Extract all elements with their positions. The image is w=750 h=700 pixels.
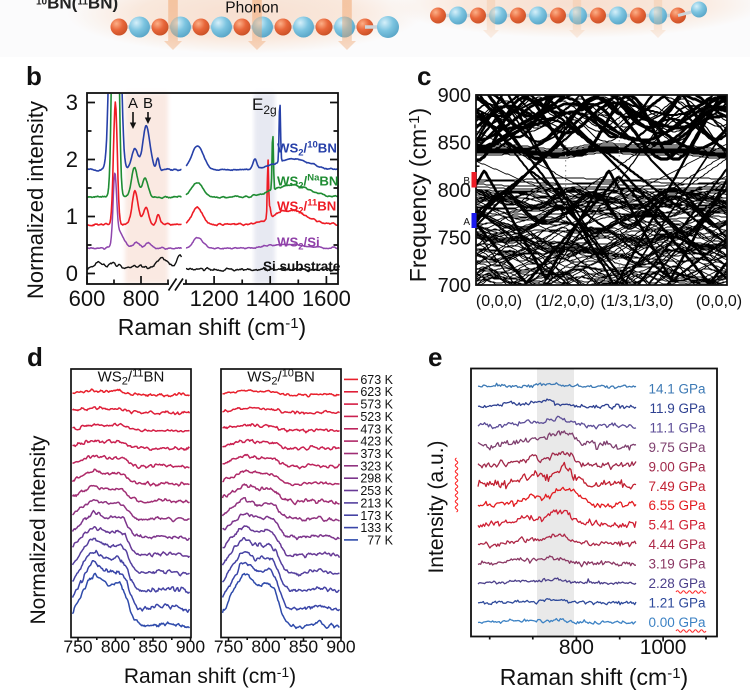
- svg-text:3.19 GPa: 3.19 GPa: [648, 557, 706, 572]
- svg-text:133 K: 133 K: [360, 521, 393, 535]
- svg-text:423 K: 423 K: [360, 435, 393, 449]
- svg-text:800: 800: [101, 637, 130, 657]
- svg-text:11.1 GPa: 11.1 GPa: [649, 420, 706, 435]
- svg-text:750: 750: [214, 637, 243, 657]
- svg-text:b: b: [26, 61, 42, 91]
- svg-text:Phonon: Phonon: [225, 0, 278, 17]
- svg-text:0: 0: [66, 261, 78, 286]
- svg-text:2: 2: [66, 147, 78, 172]
- svg-text:Raman shift (cm-1): Raman shift (cm-1): [500, 664, 688, 690]
- svg-text:WS2/11BN: WS2/11BN: [277, 198, 336, 217]
- svg-text:Raman shift (cm-1): Raman shift (cm-1): [124, 664, 296, 688]
- svg-text:11.9 GPa: 11.9 GPa: [649, 401, 706, 416]
- svg-text:623 K: 623 K: [360, 385, 393, 399]
- svg-text:Si substrate: Si substrate: [263, 259, 341, 274]
- svg-text:WS2/10BN: WS2/10BN: [277, 140, 337, 159]
- svg-text:10BN(11BN): 10BN(11BN): [36, 0, 118, 13]
- svg-text:750: 750: [63, 637, 92, 657]
- svg-text:WS2/11BN: WS2/11BN: [98, 368, 165, 388]
- svg-text:7.49 GPa: 7.49 GPa: [648, 479, 706, 494]
- svg-text:4.44 GPa: 4.44 GPa: [648, 537, 706, 552]
- svg-text:WS2/NaBN: WS2/NaBN: [277, 173, 338, 192]
- svg-text:e: e: [428, 342, 442, 372]
- svg-text:(1/3,1/3,0): (1/3,1/3,0): [601, 293, 674, 310]
- svg-text:850: 850: [138, 637, 167, 657]
- svg-text:c: c: [417, 61, 431, 91]
- svg-text:323 K: 323 K: [360, 459, 393, 473]
- svg-text:(1/2,0,0): (1/2,0,0): [535, 293, 595, 310]
- svg-text:9.00 GPa: 9.00 GPa: [648, 459, 706, 474]
- svg-text:B: B: [143, 95, 153, 112]
- svg-text:0.00 GPa: 0.00 GPa: [648, 615, 706, 630]
- svg-text:673 K: 673 K: [360, 373, 393, 387]
- svg-text:Normalized intensity: Normalized intensity: [23, 101, 48, 299]
- svg-text:600: 600: [69, 286, 106, 311]
- svg-text:850: 850: [289, 637, 318, 657]
- svg-text:253 K: 253 K: [360, 484, 393, 498]
- svg-text:213 K: 213 K: [360, 496, 393, 510]
- svg-text:298 K: 298 K: [360, 472, 393, 486]
- svg-text:900: 900: [326, 637, 355, 657]
- svg-text:1.21 GPa: 1.21 GPa: [648, 596, 706, 611]
- svg-text:173 K: 173 K: [360, 509, 393, 523]
- svg-text:3: 3: [66, 90, 78, 115]
- svg-text:900: 900: [176, 637, 205, 657]
- svg-text:900: 900: [438, 85, 471, 107]
- svg-text:WS2/10BN: WS2/10BN: [247, 368, 315, 388]
- svg-text:77 K: 77 K: [367, 533, 393, 547]
- svg-text:1: 1: [66, 204, 78, 229]
- svg-text:373 K: 373 K: [360, 447, 393, 461]
- svg-text:9.75 GPa: 9.75 GPa: [648, 440, 706, 455]
- svg-text:d: d: [27, 342, 43, 372]
- svg-text:(0,0,0): (0,0,0): [476, 293, 522, 310]
- svg-text:800: 800: [251, 637, 280, 657]
- svg-text:850: 850: [438, 133, 471, 155]
- svg-text:WS2/Si: WS2/Si: [277, 235, 320, 253]
- svg-text:1600: 1600: [302, 286, 351, 311]
- svg-text:473 K: 473 K: [360, 422, 393, 436]
- svg-text:Intensity (a.u.): Intensity (a.u.): [425, 440, 448, 573]
- svg-text:1400: 1400: [246, 286, 295, 311]
- svg-text:800: 800: [123, 286, 160, 311]
- svg-text:(0,0,0): (0,0,0): [696, 293, 742, 310]
- svg-text:Raman shift (cm-1): Raman shift (cm-1): [118, 314, 306, 340]
- svg-text:5.41 GPa: 5.41 GPa: [648, 518, 706, 533]
- svg-text:A: A: [128, 95, 138, 112]
- svg-text:1200: 1200: [190, 286, 239, 311]
- svg-text:1000: 1000: [640, 636, 687, 659]
- svg-text:800: 800: [559, 636, 594, 659]
- svg-text:700: 700: [438, 275, 471, 297]
- svg-text:750: 750: [438, 228, 471, 250]
- svg-text:14.1 GPa: 14.1 GPa: [648, 381, 706, 396]
- svg-text:523 K: 523 K: [360, 410, 393, 424]
- svg-text:573 K: 573 K: [360, 398, 393, 412]
- svg-text:800: 800: [438, 180, 471, 202]
- svg-text:6.55 GPa: 6.55 GPa: [648, 498, 706, 513]
- svg-text:Frequency (cm-1): Frequency (cm-1): [405, 108, 431, 282]
- svg-text:B: B: [463, 176, 470, 187]
- svg-text:A: A: [463, 217, 470, 228]
- svg-text:Normalized intensity: Normalized intensity: [27, 435, 50, 625]
- svg-text:2.28 GPa: 2.28 GPa: [648, 576, 706, 591]
